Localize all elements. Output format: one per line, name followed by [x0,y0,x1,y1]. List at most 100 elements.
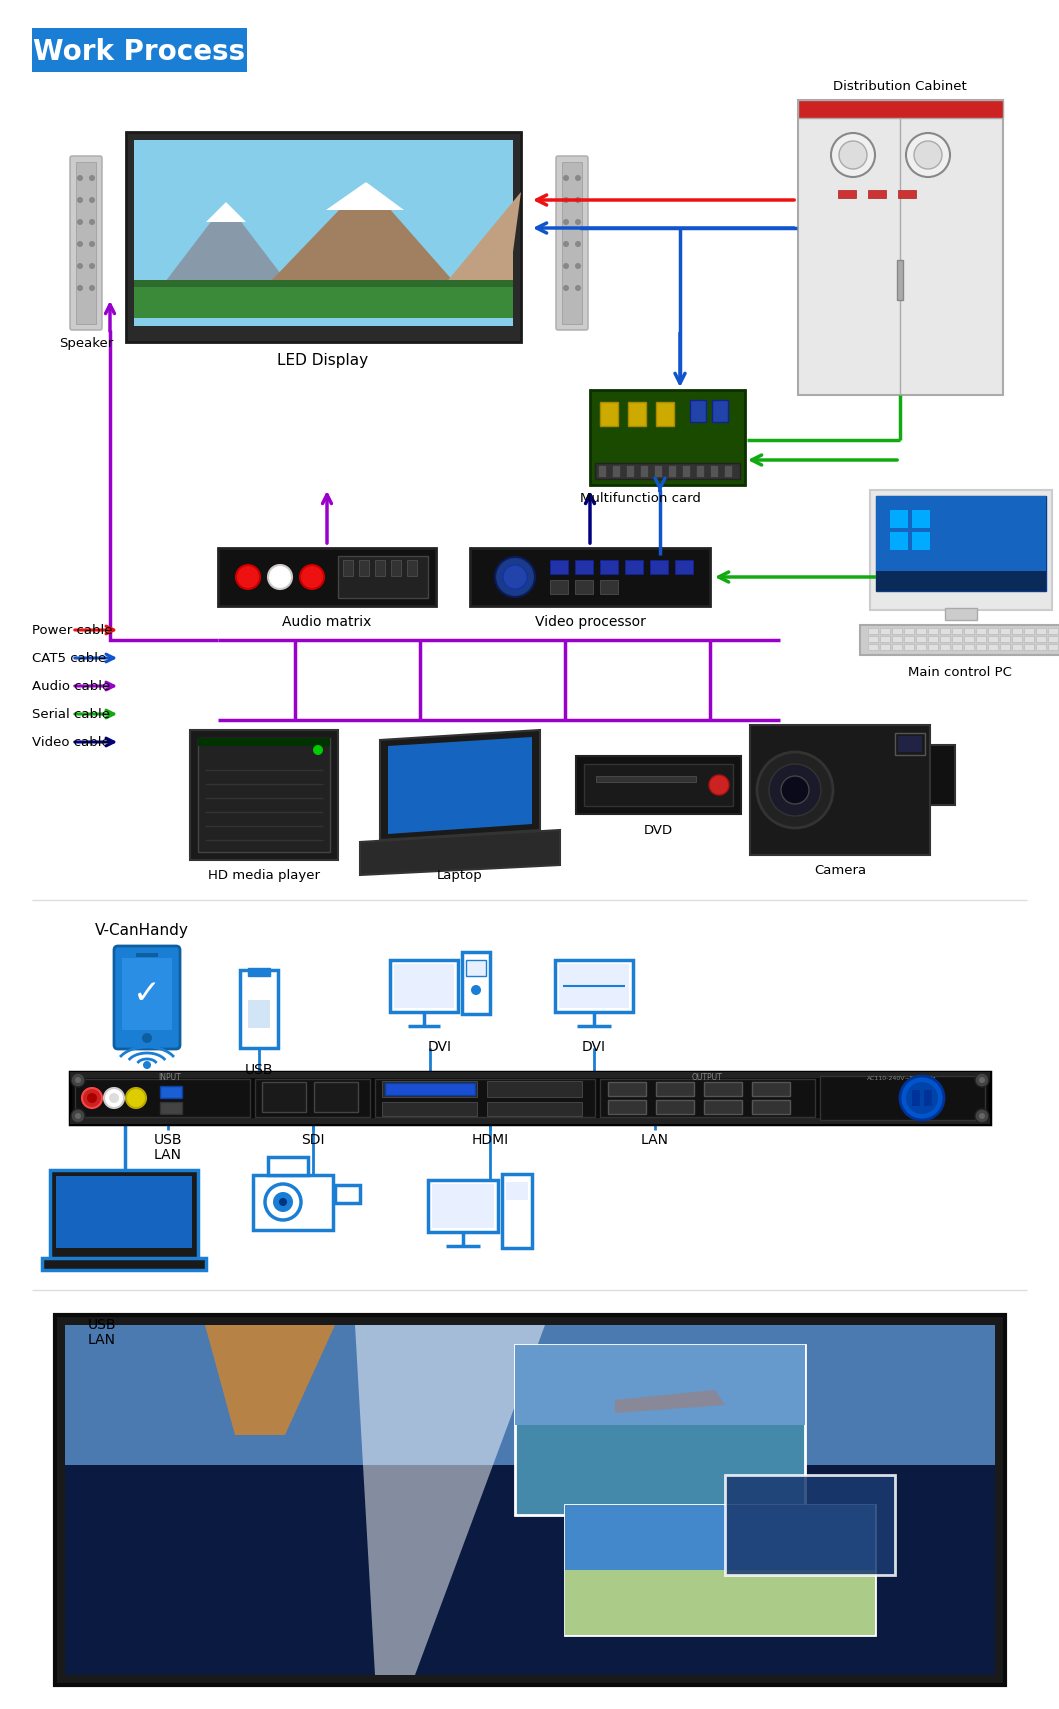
Circle shape [495,557,535,596]
FancyBboxPatch shape [596,776,696,783]
FancyBboxPatch shape [462,952,490,1013]
Circle shape [265,1184,301,1220]
FancyBboxPatch shape [988,636,998,643]
FancyBboxPatch shape [904,644,914,649]
FancyBboxPatch shape [628,402,646,426]
FancyBboxPatch shape [798,101,1003,395]
FancyBboxPatch shape [1048,636,1058,643]
FancyBboxPatch shape [600,402,618,426]
Text: Serial cable: Serial cable [32,708,110,721]
FancyBboxPatch shape [1000,627,1010,634]
FancyBboxPatch shape [870,490,1052,610]
Text: Work Process: Work Process [33,38,245,67]
Polygon shape [615,1389,725,1413]
Circle shape [975,1109,989,1123]
Circle shape [757,752,833,827]
FancyBboxPatch shape [268,1157,308,1176]
FancyBboxPatch shape [675,561,693,574]
FancyBboxPatch shape [1036,636,1046,643]
FancyBboxPatch shape [952,627,962,634]
FancyBboxPatch shape [555,960,633,1012]
FancyBboxPatch shape [566,1506,875,1636]
Text: ✓: ✓ [133,978,161,1010]
FancyBboxPatch shape [600,561,618,574]
FancyBboxPatch shape [590,390,744,485]
FancyBboxPatch shape [892,636,902,643]
Polygon shape [360,831,560,875]
FancyBboxPatch shape [1000,636,1010,643]
FancyBboxPatch shape [912,1090,920,1106]
FancyBboxPatch shape [904,627,914,634]
FancyBboxPatch shape [70,1072,990,1078]
FancyBboxPatch shape [650,561,668,574]
FancyBboxPatch shape [892,627,902,634]
FancyBboxPatch shape [750,725,930,854]
Text: USB: USB [88,1318,116,1331]
FancyBboxPatch shape [382,1102,477,1116]
FancyBboxPatch shape [160,1102,182,1114]
FancyBboxPatch shape [515,1345,805,1425]
FancyBboxPatch shape [964,627,974,634]
FancyBboxPatch shape [70,156,102,330]
Text: Video cable: Video cable [32,735,110,749]
FancyBboxPatch shape [75,1078,250,1118]
Text: SDI: SDI [301,1133,325,1147]
Text: Camera: Camera [814,865,866,877]
FancyBboxPatch shape [487,1082,582,1097]
Text: USB: USB [245,1063,273,1077]
FancyBboxPatch shape [898,190,916,198]
FancyBboxPatch shape [945,608,977,620]
FancyBboxPatch shape [608,1082,646,1095]
Circle shape [563,174,569,181]
FancyBboxPatch shape [391,561,401,576]
Circle shape [839,142,867,169]
Polygon shape [380,730,540,841]
FancyBboxPatch shape [1012,636,1022,643]
FancyBboxPatch shape [375,1078,595,1118]
FancyBboxPatch shape [502,1174,532,1248]
FancyBboxPatch shape [868,636,878,643]
Text: CAT5 cable: CAT5 cable [32,651,106,665]
FancyBboxPatch shape [218,549,436,607]
Text: Power cable: Power cable [32,624,112,636]
Text: LAN: LAN [154,1148,182,1162]
FancyBboxPatch shape [940,636,950,643]
FancyBboxPatch shape [56,1176,192,1248]
Text: DVD: DVD [644,824,672,836]
FancyBboxPatch shape [892,644,902,649]
Polygon shape [146,202,306,308]
FancyBboxPatch shape [890,531,908,550]
FancyBboxPatch shape [390,960,457,1012]
Circle shape [82,1089,102,1107]
FancyBboxPatch shape [820,1077,985,1119]
FancyBboxPatch shape [470,549,710,607]
Circle shape [77,241,83,248]
Circle shape [126,1089,146,1107]
FancyBboxPatch shape [575,561,593,574]
FancyBboxPatch shape [952,636,962,643]
Circle shape [503,566,527,590]
FancyBboxPatch shape [600,1078,815,1118]
Circle shape [75,1077,80,1084]
Polygon shape [355,1324,545,1675]
Circle shape [143,1061,151,1070]
FancyBboxPatch shape [50,1171,198,1260]
FancyBboxPatch shape [428,1179,498,1232]
Polygon shape [134,287,513,318]
FancyBboxPatch shape [690,400,706,422]
FancyBboxPatch shape [114,947,180,1049]
Polygon shape [134,140,513,232]
FancyBboxPatch shape [515,1345,805,1514]
Polygon shape [426,191,521,308]
FancyBboxPatch shape [598,465,606,477]
Circle shape [900,1077,944,1119]
FancyBboxPatch shape [798,101,1003,118]
FancyBboxPatch shape [612,465,620,477]
Circle shape [563,285,569,291]
FancyBboxPatch shape [343,561,353,576]
Circle shape [907,133,950,178]
FancyBboxPatch shape [964,644,974,649]
FancyBboxPatch shape [556,156,588,330]
Circle shape [907,1082,938,1114]
FancyBboxPatch shape [1024,644,1034,649]
